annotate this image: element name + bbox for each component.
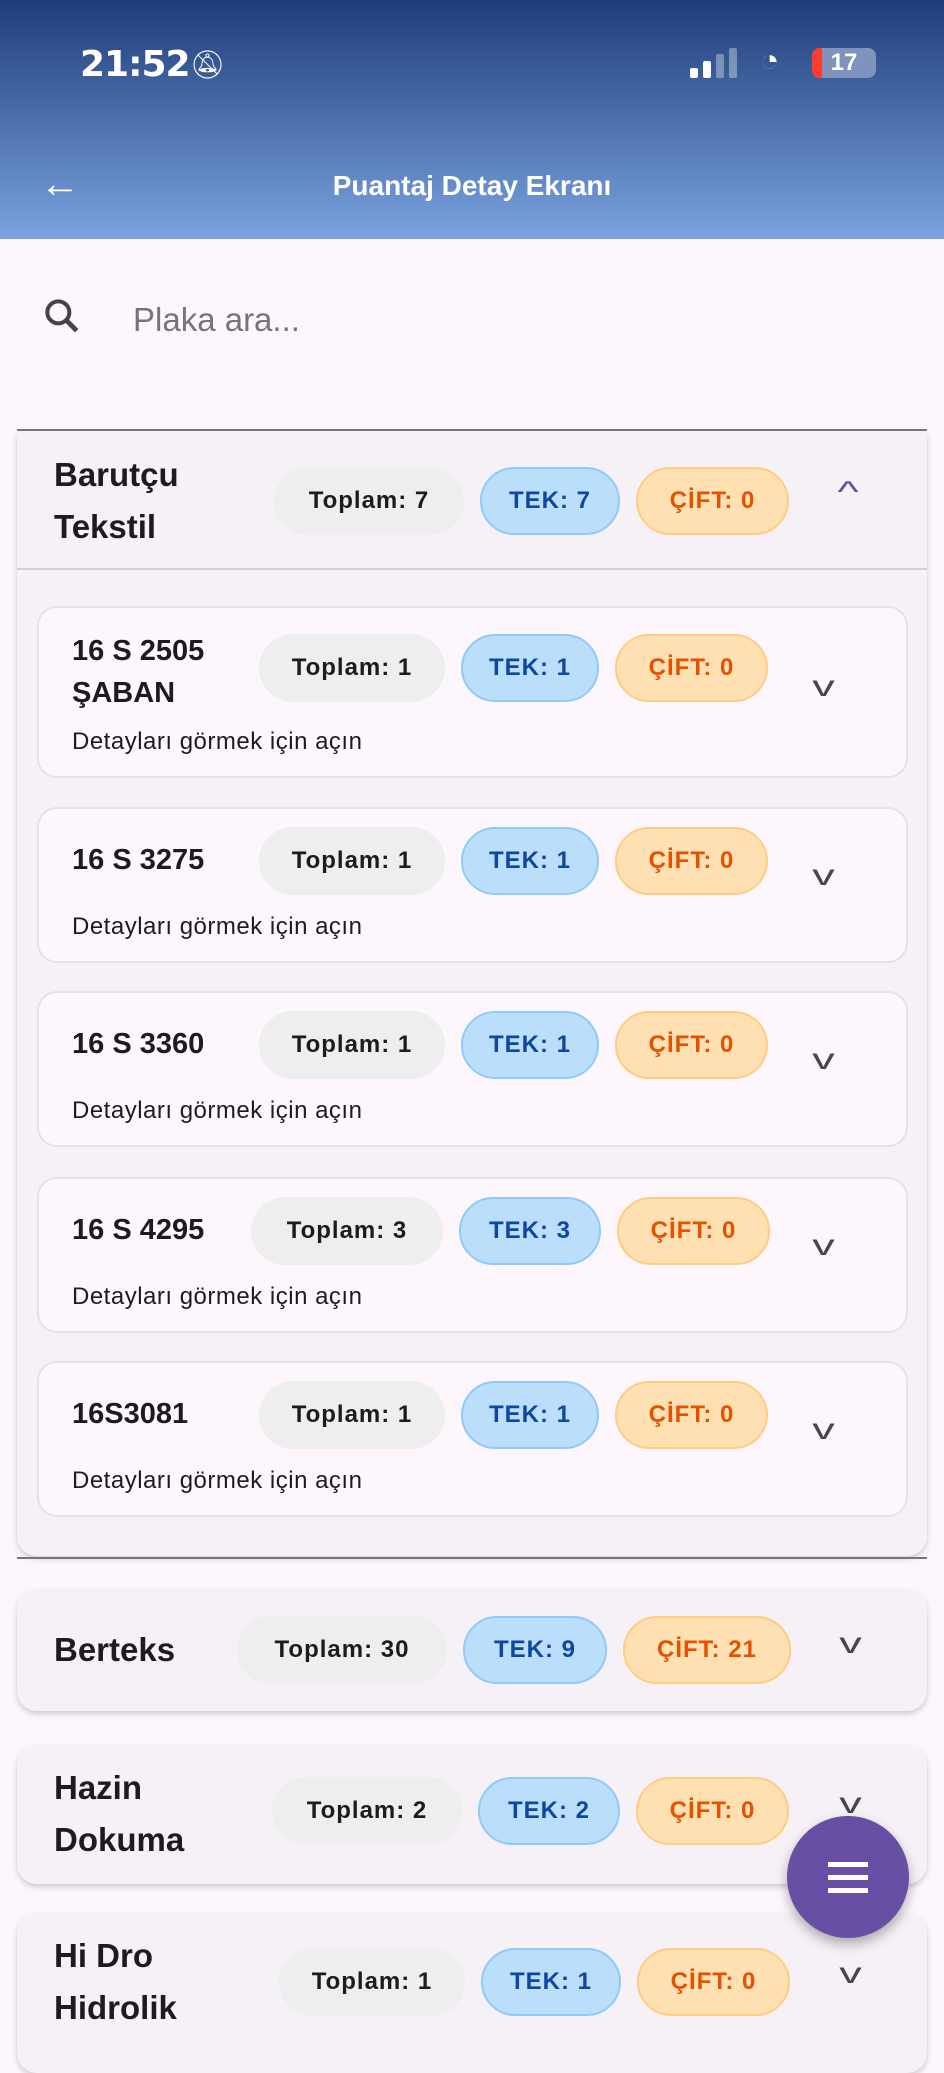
chevron-up-icon[interactable]: ^ (837, 476, 859, 509)
search-icon (40, 294, 100, 347)
plate-number: 16 S 2505 ŞABAN (72, 635, 205, 709)
chevron-down-icon[interactable]: v (839, 1957, 862, 1990)
page-title: Puantaj Detay Ekranı (332, 170, 612, 201)
bell-off-icon: 🔕︎ (190, 49, 226, 80)
group-header[interactable]: Barutçu Tekstil Toplam: 7 TEK: 7 ÇİFT: 0… (17, 432, 927, 570)
group-card-berteks[interactable]: Berteks Toplam: 30 TEK: 9 ÇİFT: 21 v (17, 1589, 927, 1711)
menu-icon-bar (828, 1874, 868, 1880)
toplam-badge: Toplam: 30 (237, 1616, 447, 1684)
tek-badge: TEK: 1 (461, 1381, 599, 1449)
menu-fab-button[interactable] (787, 1816, 909, 1938)
battery-icon: 17 (812, 48, 876, 78)
vehicle-item[interactable]: 16 S 3360 Toplam: 1 TEK: 1 ÇİFT: 0 v Det… (37, 991, 908, 1147)
plate-number: 16S3081 (72, 1398, 189, 1430)
vehicle-item[interactable]: 16S3081 Toplam: 1 TEK: 1 ÇİFT: 0 v Detay… (37, 1361, 908, 1517)
menu-icon (828, 1861, 868, 1867)
toplam-badge: Toplam: 1 (259, 634, 445, 702)
tek-badge: TEK: 1 (461, 634, 599, 702)
toplam-badge: Toplam: 7 (274, 467, 464, 535)
tek-badge: TEK: 1 (461, 1011, 599, 1079)
details-hint: Detayları görmek için açın (72, 1097, 363, 1124)
group-card-hidro[interactable]: Hi Dro Hidrolik Toplam: 1 TEK: 1 ÇİFT: 0… (17, 1913, 927, 2073)
signal-icon (690, 48, 737, 78)
cift-badge: ÇİFT: 21 (623, 1616, 791, 1684)
details-hint: Detayları görmek için açın (72, 728, 363, 755)
cift-badge: ÇİFT: 0 (617, 1197, 770, 1265)
cift-badge: ÇİFT: 0 (636, 467, 789, 535)
tek-badge: TEK: 1 (481, 1948, 621, 2016)
chevron-down-icon[interactable]: v (812, 1229, 835, 1262)
arrow-left-icon[interactable]: ← (40, 162, 80, 206)
tek-badge: TEK: 7 (480, 467, 620, 535)
plate-number: 16 S 3360 (72, 1028, 205, 1060)
status-time: 21:52 (80, 44, 191, 85)
chevron-down-icon[interactable]: v (812, 859, 835, 892)
group-name: Berteks (54, 1631, 176, 1668)
chevron-down-icon[interactable]: v (812, 1413, 835, 1446)
details-hint: Detayları görmek için açın (72, 1467, 363, 1494)
tek-badge: TEK: 3 (459, 1197, 601, 1265)
tek-badge: TEK: 1 (461, 827, 599, 895)
vehicle-item[interactable]: 16 S 2505 ŞABAN Toplam: 1 TEK: 1 ÇİFT: 0… (37, 606, 908, 778)
toplam-badge: Toplam: 2 (272, 1777, 462, 1845)
cift-badge: ÇİFT: 0 (615, 1011, 768, 1079)
cift-badge: ÇİFT: 0 (615, 827, 768, 895)
chevron-down-icon[interactable]: v (812, 670, 835, 703)
wifi-icon: ◔ (760, 42, 780, 78)
group-card-barutcu: Barutçu Tekstil Toplam: 7 TEK: 7 ÇİFT: 0… (17, 432, 927, 1556)
divider (17, 429, 927, 431)
toplam-badge: Toplam: 1 (259, 827, 445, 895)
details-hint: Detayları görmek için açın (72, 913, 363, 940)
chevron-down-icon[interactable]: v (839, 1627, 862, 1660)
tek-badge: TEK: 2 (478, 1777, 620, 1845)
group-card-hazin[interactable]: Hazin Dokuma Toplam: 2 TEK: 2 ÇİFT: 0 v (17, 1745, 927, 1884)
cift-badge: ÇİFT: 0 (636, 1777, 789, 1845)
chevron-down-icon[interactable]: v (839, 1787, 862, 1820)
group-name: Hi Dro Hidrolik (54, 1937, 177, 2026)
group-name: Barutçu Tekstil (54, 456, 179, 545)
tek-badge: TEK: 9 (463, 1616, 607, 1684)
cift-badge: ÇİFT: 0 (615, 1381, 768, 1449)
app-header: 21:52 🔕︎ ◔ 17 ← Puantaj Detay Ekranı (0, 0, 944, 239)
search-bar[interactable] (40, 290, 900, 350)
toplam-badge: Toplam: 1 (259, 1381, 445, 1449)
plate-number: 16 S 4295 (72, 1214, 205, 1246)
search-input[interactable] (133, 301, 833, 339)
cift-badge: ÇİFT: 0 (615, 634, 768, 702)
vehicle-item[interactable]: 16 S 3275 Toplam: 1 TEK: 1 ÇİFT: 0 v Det… (37, 807, 908, 963)
details-hint: Detayları görmek için açın (72, 1283, 363, 1310)
toplam-badge: Toplam: 1 (279, 1948, 465, 2016)
toplam-badge: Toplam: 3 (251, 1197, 443, 1265)
divider (17, 1557, 927, 1559)
menu-icon-bar (828, 1887, 868, 1893)
chevron-down-icon[interactable]: v (812, 1043, 835, 1076)
vehicle-item[interactable]: 16 S 4295 Toplam: 3 TEK: 3 ÇİFT: 0 v Det… (37, 1177, 908, 1333)
group-name: Hazin Dokuma (54, 1769, 185, 1858)
toplam-badge: Toplam: 1 (259, 1011, 445, 1079)
cift-badge: ÇİFT: 0 (637, 1948, 790, 2016)
plate-number: 16 S 3275 (72, 844, 205, 876)
battery-level: 17 (830, 49, 858, 76)
